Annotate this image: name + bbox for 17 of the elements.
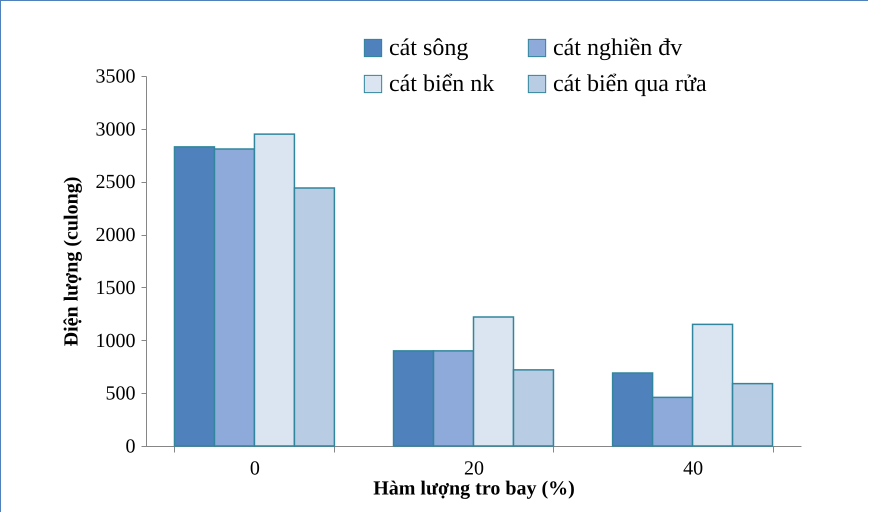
y-tick-label: 500 xyxy=(106,382,136,405)
y-tick-label: 1500 xyxy=(96,276,136,299)
legend-label: cát nghiền đv xyxy=(553,35,682,61)
x-tick-label: 0 xyxy=(250,458,260,480)
x-tick-label: 40 xyxy=(683,458,704,480)
y-tick-label: 2500 xyxy=(96,171,136,194)
legend-label: cát biển qua rửa xyxy=(553,71,707,97)
y-tick-label: 3500 xyxy=(96,66,136,88)
y-axis-title: Điện lượng (culong) xyxy=(60,176,82,346)
y-tick-label: 0 xyxy=(126,436,136,458)
x-tick-label: 20 xyxy=(464,458,484,480)
x-axis-title: Hàm lượng tro bay (%) xyxy=(373,478,575,500)
y-tick-label: 3000 xyxy=(96,118,136,140)
y-tick-label: 2000 xyxy=(96,224,136,246)
legend-label: cát biển nk xyxy=(389,71,494,97)
legend-label: cát sông xyxy=(389,35,468,61)
y-tick-label: 1000 xyxy=(96,330,136,352)
